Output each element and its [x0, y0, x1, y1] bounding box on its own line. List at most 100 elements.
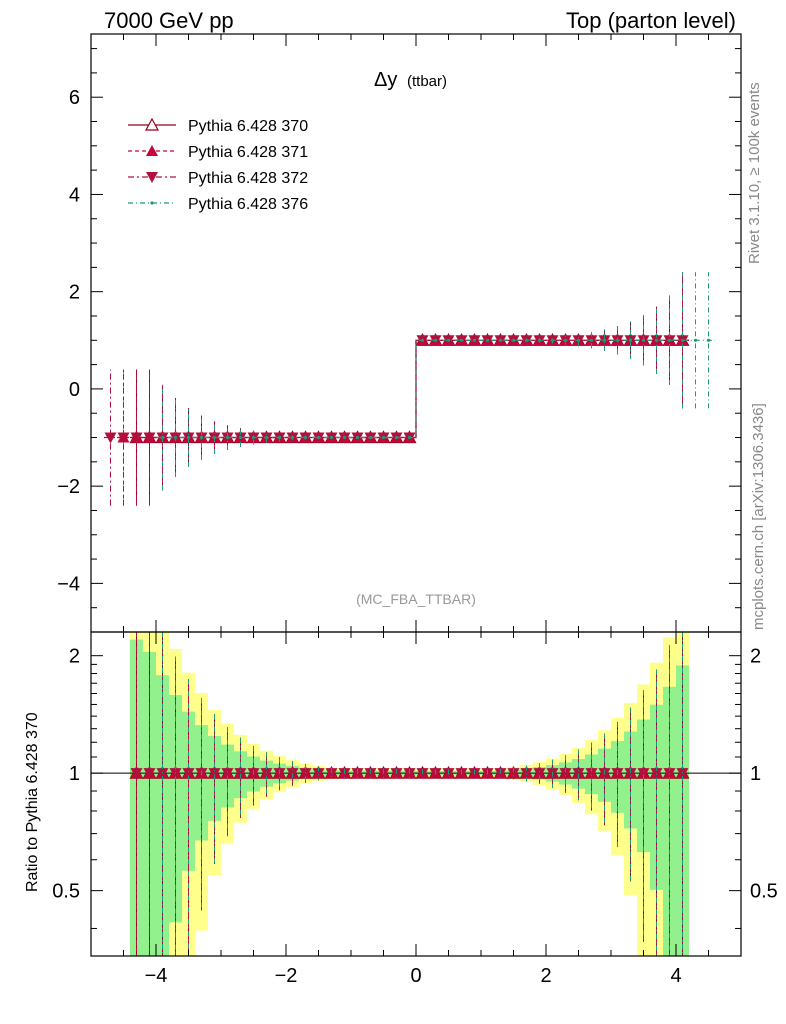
marker-376 — [576, 338, 581, 342]
marker-376 — [368, 435, 373, 440]
ratio-marker-372 — [312, 768, 325, 780]
marker-376 — [212, 435, 217, 440]
marker-376 — [550, 338, 555, 342]
ratio-marker-372 — [299, 768, 312, 780]
marker-376 — [394, 435, 399, 440]
marker-376 — [654, 338, 659, 342]
marker-376 — [316, 435, 321, 440]
legend-marker — [146, 145, 158, 156]
y-tick-label-ratio-right: 1 — [750, 763, 761, 785]
mcplots-label: mcplots.cern.ch [arXiv:1306.3436] — [750, 403, 767, 630]
ratio-marker-372 — [585, 768, 598, 780]
ratio-marker-372 — [260, 768, 273, 780]
ratio-marker-372 — [130, 768, 143, 780]
tick-labels: −4 −2 0 2 4 −4 −2 0 2 4 6 0.5 0.5 1 1 2 2 — [52, 87, 778, 987]
marker-376 — [433, 338, 438, 342]
rivet-label: Rivet 3.1.10, ≥ 100k events — [746, 82, 763, 264]
ratio-marker-372 — [221, 768, 234, 780]
ratio-marker-372 — [533, 768, 546, 780]
y-tick-label-ratio-left: 2 — [69, 646, 80, 668]
marker-376 — [459, 338, 464, 342]
ratio-marker-372 — [507, 768, 520, 780]
ratio-marker-372 — [572, 768, 585, 780]
legend-marker — [150, 201, 154, 205]
ratio-ylabel: Ratio to Pythia 6.428 370 — [24, 712, 41, 892]
marker-376 — [186, 435, 191, 440]
header-left: 7000 GeV pp — [104, 8, 234, 33]
marker-376 — [407, 435, 412, 440]
ratio-marker-372 — [559, 768, 572, 780]
x-tick-label: 2 — [540, 965, 551, 987]
ratio-marker-372 — [325, 768, 338, 780]
header-right: Top (parton level) — [566, 8, 736, 33]
ratio-marker-372 — [182, 768, 195, 780]
main-plot-marks — [104, 272, 715, 506]
x-tick-label: 4 — [670, 965, 681, 987]
legend: Pythia 6.428 370 Pythia 6.428 371 Pythia 6… — [128, 117, 308, 213]
marker-372 — [130, 432, 143, 444]
analysis-tag: (MC_FBA_TTBAR) — [356, 591, 476, 607]
marker-376 — [238, 435, 243, 440]
series-line-1 — [117, 339, 689, 439]
y-tick-label-main: −2 — [57, 476, 80, 498]
x-tick-label: −2 — [275, 965, 298, 987]
x-tick-label: 0 — [410, 965, 421, 987]
marker-372 — [117, 432, 130, 444]
marker-376 — [251, 435, 256, 440]
ratio-marker-372 — [234, 768, 247, 780]
marker-376 — [329, 435, 334, 440]
ratio-marker-372 — [637, 768, 650, 780]
marker-376 — [485, 338, 490, 342]
legend-label: Pythia 6.428 370 — [188, 118, 308, 135]
series-line-0 — [130, 339, 689, 439]
marker-376 — [225, 435, 230, 440]
y-tick-label-main: 0 — [69, 379, 80, 401]
marker-376 — [498, 338, 503, 342]
marker-376 — [446, 338, 451, 342]
marker-376 — [628, 338, 633, 342]
marker-376 — [342, 435, 347, 440]
marker-376 — [420, 338, 425, 342]
marker-376 — [563, 338, 568, 342]
marker-372 — [104, 432, 117, 444]
marker-376 — [472, 338, 477, 342]
marker-376 — [537, 338, 542, 342]
marker-372 — [143, 432, 156, 444]
series-line-2 — [104, 339, 689, 439]
marker-376 — [615, 338, 620, 342]
ratio-marker-372 — [169, 768, 182, 780]
plot-title-sub: (ttbar) — [407, 73, 447, 90]
y-tick-label-ratio-right: 0.5 — [750, 881, 778, 903]
y-tick-label-ratio-left: 0.5 — [52, 881, 80, 903]
series-line-3 — [156, 339, 715, 439]
marker-376 — [381, 435, 386, 440]
y-tick-label-ratio-left: 1 — [69, 763, 80, 785]
ratio-marker-372 — [156, 768, 169, 780]
legend-label: Pythia 6.428 376 — [188, 196, 308, 213]
marker-376 — [277, 435, 282, 440]
legend-label: Pythia 6.428 371 — [188, 144, 308, 161]
marker-376 — [173, 435, 178, 440]
marker-376 — [706, 338, 711, 342]
marker-376 — [264, 435, 269, 440]
marker-376 — [641, 338, 646, 342]
ratio-marker-372 — [624, 768, 637, 780]
marker-376 — [524, 338, 529, 342]
uncertainty-bands — [130, 632, 689, 956]
marker-376 — [680, 338, 685, 342]
axis-ticks — [90, 34, 742, 956]
marker-376 — [693, 338, 698, 342]
marker-376 — [160, 435, 165, 440]
marker-376 — [199, 435, 204, 440]
marker-376 — [511, 338, 516, 342]
legend-marker — [146, 172, 158, 183]
y-tick-label-ratio-right: 2 — [750, 646, 761, 668]
y-tick-label-main: 4 — [69, 184, 80, 206]
ratio-marker-372 — [143, 768, 156, 780]
y-tick-label-main: 2 — [69, 282, 80, 304]
y-tick-label-main: 6 — [69, 87, 80, 109]
marker-376 — [667, 338, 672, 342]
marker-376 — [303, 435, 308, 440]
ratio-marker-372 — [208, 768, 221, 780]
